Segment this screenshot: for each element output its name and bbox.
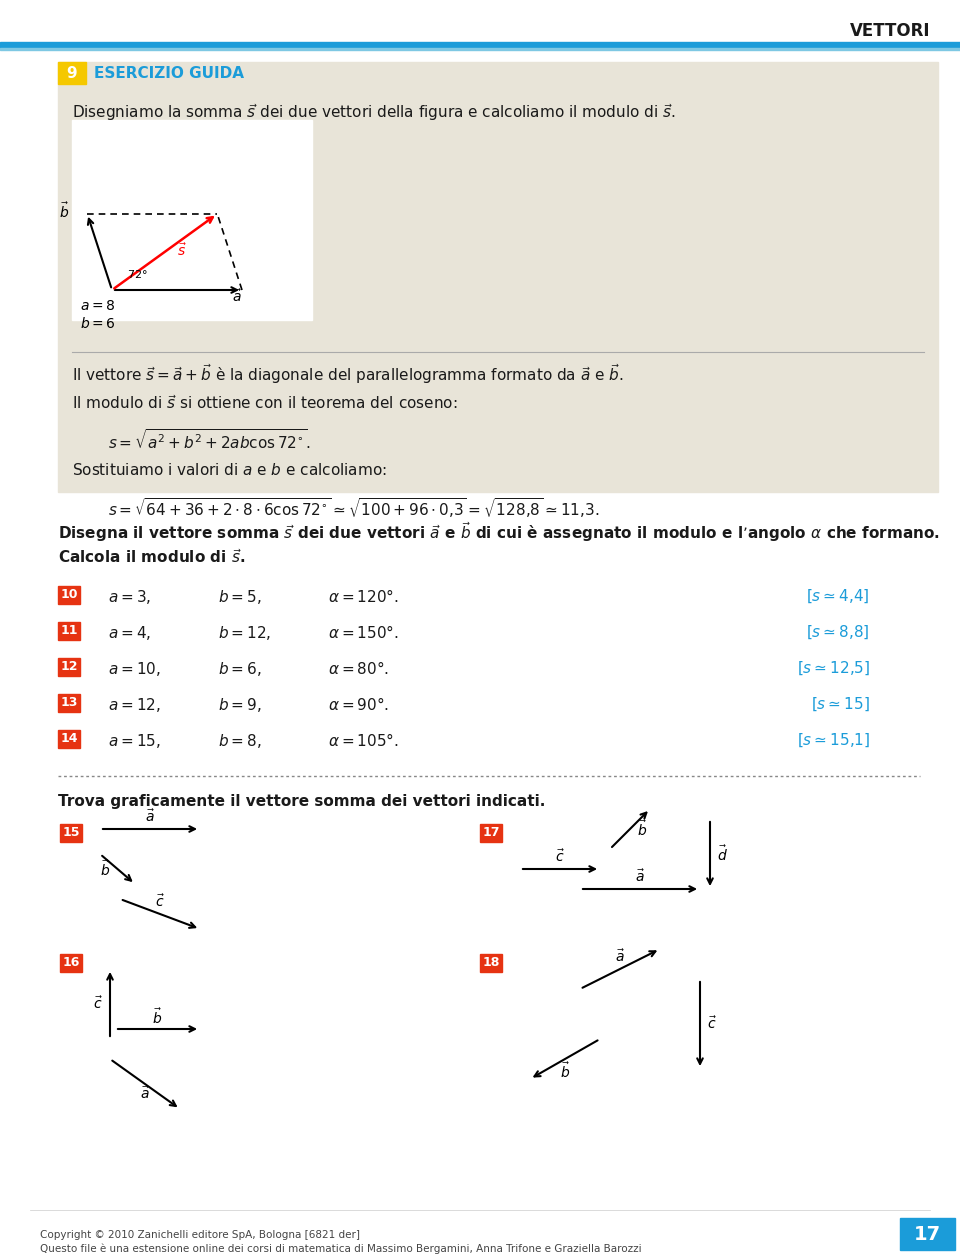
Text: $\vec{s}$: $\vec{s}$ <box>177 242 186 260</box>
Bar <box>58 586 80 604</box>
Text: $a = 15,$: $a = 15,$ <box>108 732 161 750</box>
Text: $[s \simeq 4{,}4]$: $[s \simeq 4{,}4]$ <box>806 588 870 605</box>
Text: $a = 4,$: $a = 4,$ <box>108 624 151 643</box>
Text: 15: 15 <box>62 827 80 839</box>
Text: $\alpha = 80°.$: $\alpha = 80°.$ <box>328 660 389 677</box>
Text: $\vec{a}$: $\vec{a}$ <box>232 289 242 305</box>
Text: $\vec{c}$: $\vec{c}$ <box>155 893 165 910</box>
Bar <box>480 954 502 971</box>
Text: Disegniamo la somma $\vec{s}$ dei due vettori della figura e calcoliamo il modul: Disegniamo la somma $\vec{s}$ dei due ve… <box>72 102 676 123</box>
Bar <box>58 622 80 640</box>
Text: 9: 9 <box>66 66 78 81</box>
Bar <box>60 954 82 971</box>
Text: $[s \simeq 15]$: $[s \simeq 15]$ <box>811 696 870 713</box>
Text: $a = 10,$: $a = 10,$ <box>108 660 161 678</box>
Text: $\vec{b}$: $\vec{b}$ <box>153 1007 162 1027</box>
Text: Calcola il modulo di $\vec{s}$.: Calcola il modulo di $\vec{s}$. <box>58 548 246 566</box>
Text: $\vec{d}$: $\vec{d}$ <box>716 844 728 864</box>
Text: $b = 8,$: $b = 8,$ <box>218 732 261 750</box>
Text: ESERCIZIO GUIDA: ESERCIZIO GUIDA <box>94 66 244 81</box>
Bar <box>58 62 86 84</box>
Text: 12: 12 <box>60 660 78 674</box>
Bar <box>72 120 312 320</box>
Bar <box>480 824 502 842</box>
Text: 13: 13 <box>60 697 78 709</box>
Bar <box>0 42 960 48</box>
Text: $s = \sqrt{64 + 36 + 2 \cdot 8 \cdot 6 \cos 72^{\circ}} \simeq \sqrt{100 + 96 \c: $s = \sqrt{64 + 36 + 2 \cdot 8 \cdot 6 \… <box>108 496 599 520</box>
Text: 10: 10 <box>60 588 78 601</box>
Text: $\alpha = 90°.$: $\alpha = 90°.$ <box>328 696 389 713</box>
Text: $s = \sqrt{a^2 + b^2 + 2ab\cos 72^{\circ}}.$: $s = \sqrt{a^2 + b^2 + 2ab\cos 72^{\circ… <box>108 428 311 452</box>
Text: 11: 11 <box>60 625 78 638</box>
Text: $\alpha = 150°.$: $\alpha = 150°.$ <box>328 624 398 641</box>
Text: Disegna il vettore somma $\vec{s}$ dei due vettori $\vec{a}$ e $\vec{b}$ di cui : Disegna il vettore somma $\vec{s}$ dei d… <box>58 520 940 544</box>
Text: $a = 12,$: $a = 12,$ <box>108 696 161 714</box>
Text: $[s \simeq 15{,}1]$: $[s \simeq 15{,}1]$ <box>797 732 870 750</box>
Text: 17: 17 <box>913 1225 941 1244</box>
Text: Il vettore $\vec{s} = \vec{a} + \vec{b}$ è la diagonale del parallelogramma form: Il vettore $\vec{s} = \vec{a} + \vec{b}$… <box>72 362 623 386</box>
Text: $b = 9,$: $b = 9,$ <box>218 696 261 714</box>
Text: 14: 14 <box>60 732 78 746</box>
Text: $\vec{c}$: $\vec{c}$ <box>555 849 565 866</box>
Text: 18: 18 <box>482 956 500 969</box>
Text: $\vec{a}$: $\vec{a}$ <box>614 949 625 965</box>
Text: 17: 17 <box>482 827 500 839</box>
Text: $\vec{a}$: $\vec{a}$ <box>635 868 645 886</box>
Text: $\vec{b}$: $\vec{b}$ <box>636 819 647 839</box>
Bar <box>0 48 960 50</box>
Text: $b = 6$: $b = 6$ <box>80 316 116 331</box>
Bar <box>58 694 80 712</box>
Text: $72°$: $72°$ <box>127 268 148 280</box>
Text: Sostituiamo i valori di $a$ e $b$ e calcoliamo:: Sostituiamo i valori di $a$ e $b$ e calc… <box>72 462 387 478</box>
Text: $\alpha = 120°.$: $\alpha = 120°.$ <box>328 588 398 605</box>
Text: $b = 12,$: $b = 12,$ <box>218 624 271 643</box>
Text: Questo file è una estensione online dei corsi di matematica di Massimo Bergamini: Questo file è una estensione online dei … <box>40 1244 641 1254</box>
Text: 16: 16 <box>62 956 80 969</box>
Text: Trova graficamente il vettore somma dei vettori indicati.: Trova graficamente il vettore somma dei … <box>58 794 545 809</box>
Text: $\vec{a}$: $\vec{a}$ <box>140 1086 150 1102</box>
Bar <box>58 730 80 748</box>
Text: $b = 6,$: $b = 6,$ <box>218 660 261 678</box>
Text: $a = 8$: $a = 8$ <box>80 299 115 312</box>
Bar <box>58 658 80 677</box>
Text: $b = 5,$: $b = 5,$ <box>218 588 261 606</box>
Text: $\vec{c}$: $\vec{c}$ <box>93 995 103 1012</box>
Text: $\vec{b}$: $\vec{b}$ <box>100 859 110 878</box>
Text: $\alpha = 105°.$: $\alpha = 105°.$ <box>328 732 398 748</box>
Bar <box>900 1218 955 1250</box>
Text: $\vec{b}$: $\vec{b}$ <box>560 1061 570 1081</box>
Text: VETTORI: VETTORI <box>850 21 930 40</box>
Text: $\vec{a}$: $\vec{a}$ <box>145 809 156 825</box>
Text: $[s \simeq 12{,}5]$: $[s \simeq 12{,}5]$ <box>797 660 870 678</box>
Text: $a = 3,$: $a = 3,$ <box>108 588 151 606</box>
Text: $\vec{c}$: $\vec{c}$ <box>707 1016 717 1032</box>
Text: $[s \simeq 8{,}8]$: $[s \simeq 8{,}8]$ <box>806 624 870 641</box>
Bar <box>58 62 938 491</box>
Text: Copyright © 2010 Zanichelli editore SpA, Bologna [6821 der]: Copyright © 2010 Zanichelli editore SpA,… <box>40 1230 360 1240</box>
Bar <box>60 824 82 842</box>
Text: $\vec{b}$: $\vec{b}$ <box>59 202 69 220</box>
Text: Il modulo di $\vec{s}$ si ottiene con il teorema del coseno:: Il modulo di $\vec{s}$ si ottiene con il… <box>72 394 457 412</box>
